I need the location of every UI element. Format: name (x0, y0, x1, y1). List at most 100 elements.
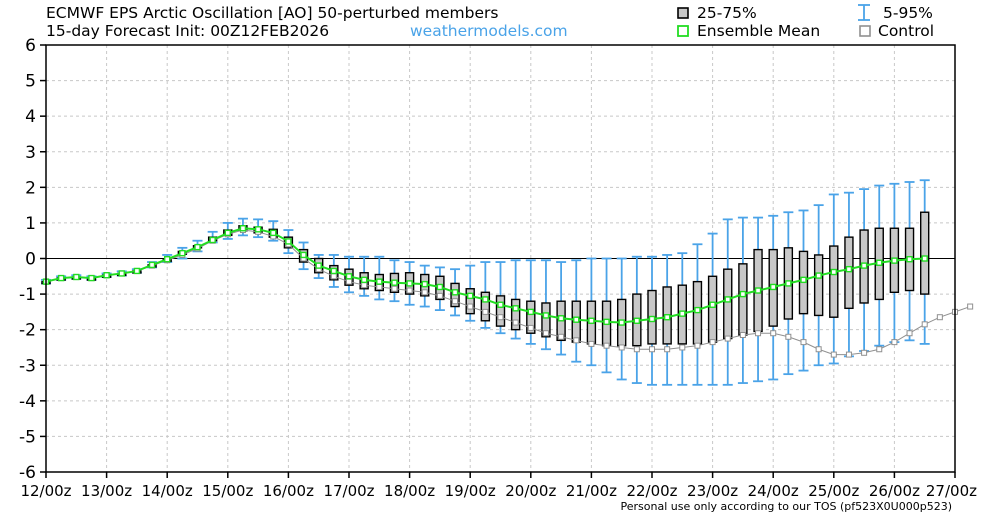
x-tick-labels: 12/00z 13/00z 14/00z 15/00z 16/00z 17/00z 18/0… (20, 472, 977, 500)
mean-point (360, 276, 368, 284)
legend-range-label: 5-95% (883, 4, 933, 22)
y-tick-label: 3 (25, 143, 36, 163)
y-tick-label: 5 (25, 72, 36, 92)
mean-point (542, 312, 550, 319)
mean-point (497, 301, 504, 308)
x-tick-label: 20/00z (505, 482, 556, 500)
mean-point (103, 272, 110, 279)
mean-point (209, 236, 216, 244)
control-point (906, 330, 913, 337)
chart-subtitle: 15-day Forecast Init: 00Z12FEB2026 (46, 22, 330, 40)
iqr-box (495, 295, 506, 327)
mean-point (860, 262, 868, 269)
mean-point (573, 316, 580, 323)
x-tick-label: 12/00z (20, 482, 71, 500)
control-point (527, 324, 534, 331)
mean-point (118, 270, 125, 277)
control-point (330, 273, 337, 280)
mean-point (633, 317, 641, 324)
control-point (346, 278, 352, 285)
control-point (709, 339, 716, 346)
mean-point (391, 279, 398, 286)
iqr-box (738, 263, 748, 336)
control-point (421, 289, 428, 296)
control-point (361, 282, 368, 289)
iqr-box (723, 268, 733, 340)
y-tick-labels: 6 5 4 3 2 1 0 -1 -2 -3 -4 -5 -6 (19, 36, 46, 483)
mean-point (512, 305, 519, 312)
grid-lines (46, 45, 955, 472)
control-point (861, 349, 868, 356)
mean-point (785, 280, 792, 287)
control-point (512, 319, 519, 326)
mean-point (588, 317, 595, 324)
control-point (694, 342, 701, 349)
mean-point (345, 273, 353, 280)
mean-point (921, 255, 928, 262)
mean-point (315, 262, 322, 269)
mean-point (603, 318, 610, 326)
control-point (588, 340, 595, 347)
mean-point (527, 308, 534, 316)
mean-point (285, 238, 292, 245)
mean-point (906, 256, 913, 263)
mean-point (891, 257, 898, 264)
y-tick-label: -4 (19, 392, 36, 412)
legend-control-icon (859, 25, 871, 37)
control-point (482, 308, 489, 315)
mean-layer (42, 225, 928, 326)
control-point (649, 346, 655, 353)
y-tick-label: 0 (25, 250, 36, 270)
x-tick-label: 14/00z (142, 482, 193, 500)
mean-point (815, 272, 822, 279)
y-tick-label: 4 (25, 107, 36, 127)
control-point (618, 344, 625, 351)
mean-point (239, 225, 247, 232)
control-point (739, 332, 746, 339)
brand-watermark[interactable]: weathermodels.com (410, 22, 568, 40)
control-point (936, 314, 943, 321)
iqr-box (526, 300, 536, 334)
control-point (785, 333, 792, 340)
mean-point (133, 267, 141, 275)
control-point (800, 339, 807, 346)
legend-icons (677, 4, 871, 37)
mean-point (194, 243, 201, 251)
mean-point (739, 290, 747, 298)
control-point (679, 344, 686, 351)
mean-point (482, 296, 489, 303)
x-tick-label: 24/00z (748, 482, 799, 500)
x-tick-label: 16/00z (263, 482, 314, 500)
mean-point (694, 306, 701, 314)
mean-point (648, 315, 656, 323)
mean-point (270, 229, 277, 237)
y-tick-label: 2 (25, 178, 36, 198)
mean-point (709, 301, 716, 308)
mean-point (73, 273, 80, 281)
control-point (770, 330, 777, 337)
mean-point (557, 315, 565, 322)
iqr-box (813, 254, 824, 317)
mean-point (436, 283, 444, 291)
mean-point (179, 249, 186, 257)
iqr-box (920, 211, 930, 295)
control-point (497, 314, 504, 321)
iqr-box (707, 275, 718, 343)
mean-point (754, 287, 762, 294)
control-point (664, 346, 671, 353)
control-point (467, 303, 474, 310)
control-point (830, 351, 837, 358)
x-tick-label: 26/00z (869, 482, 920, 500)
control-point (815, 346, 822, 353)
iqr-box (465, 288, 475, 315)
legend-iqr-icon (677, 7, 689, 19)
mean-point (724, 296, 731, 303)
mean-point (330, 267, 338, 275)
legend-mean-label: Ensemble Mean (697, 22, 821, 40)
iqr-box (480, 291, 491, 322)
control-point (921, 321, 928, 328)
y-tick-label: 1 (25, 214, 36, 234)
mean-point (830, 268, 837, 276)
mean-point (467, 292, 474, 300)
control-point (633, 346, 640, 353)
